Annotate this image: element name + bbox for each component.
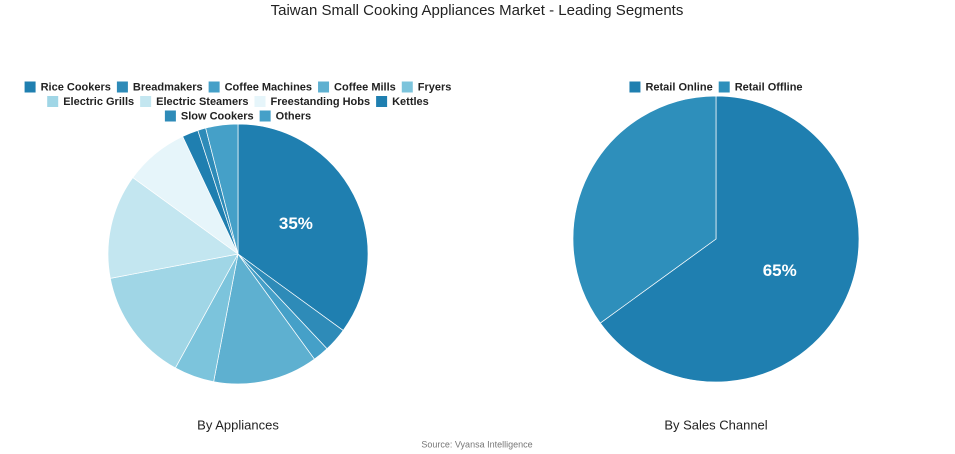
legend-label: Rice Cookers [41,81,111,93]
legend-label: Freestanding Hobs [270,96,370,108]
pie-slice [109,253,239,369]
legend-label: Retail Offline [735,81,803,93]
legend-entry: Rice Cookers [24,81,111,93]
legend-label: Retail Online [645,81,712,93]
pie-slice [572,95,717,324]
pie-slice [237,123,369,331]
legend-entry: Kettles [376,96,429,108]
pie-slice [599,95,860,383]
legend-entry: Breadmakers [116,81,203,93]
legend-entry: Retail Offline [718,81,803,93]
legend-swatch [629,81,641,93]
legend-entry: Coffee Machines [208,81,312,93]
legend-label: Fryers [418,81,452,93]
legend-entry: Retail Online [629,81,713,93]
pie-slice [213,253,315,385]
legend-label: Coffee Mills [334,81,396,93]
legend-swatch [718,81,730,93]
legend-entry: Others [259,110,311,122]
legend-label: Electric Grills [63,96,134,108]
chart-title: Taiwan Small Cooking Appliances Market -… [271,2,684,19]
legend-label: Breadmakers [133,81,203,93]
legend-swatch [376,96,388,107]
chart-subtitle: By Appliances [197,417,279,432]
legend-swatch [259,110,271,122]
legend-label: Kettles [392,96,429,108]
legend-entry: Coffee Mills [318,81,396,93]
legend-swatch [24,81,36,93]
legend-swatch [318,81,330,93]
legend-swatch [164,110,176,122]
chart-subtitle: By Sales Channel [664,417,767,432]
legend-entry: Electric Steamers [140,96,248,108]
pie-slice [107,177,239,279]
legend-swatch [254,96,266,107]
legend-label: Others [276,110,311,122]
legend-swatch [140,96,152,107]
legend-label: Slow Cookers [181,110,254,122]
legend-entry: Slow Cookers [164,110,254,122]
value-label: 65% [763,261,797,280]
legend-swatch [47,96,59,107]
legend-entry: Freestanding Hobs [254,96,370,108]
legend-entry: Fryers [401,81,452,93]
legend-swatch [116,81,128,93]
legend-entry: Electric Grills [47,96,134,108]
source: Source: Vyansa Intelligence [421,439,532,449]
legend-swatch [208,81,220,93]
legend-swatch [401,81,413,93]
legend-label: Electric Steamers [156,96,248,108]
pie-slice [205,123,239,255]
legend-label: Coffee Machines [225,81,312,93]
value-label: 35% [279,214,313,233]
